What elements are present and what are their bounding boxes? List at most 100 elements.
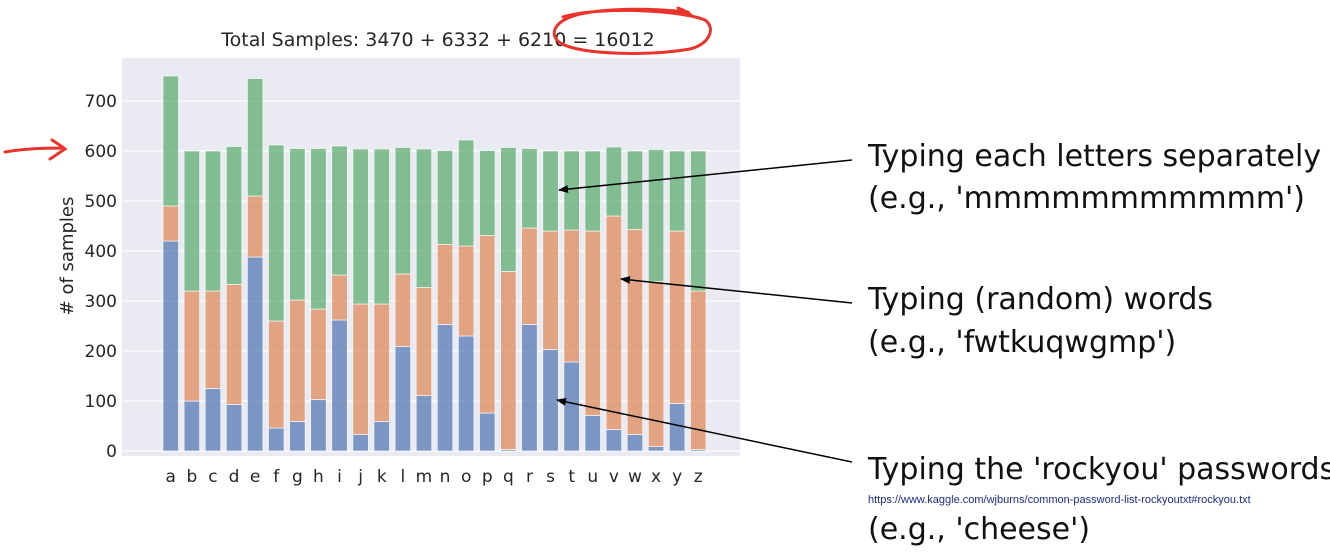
bar-blue-s (542, 349, 559, 452)
bar-green-f (268, 144, 285, 322)
bar-green-t (563, 150, 580, 231)
bar-orange-v (605, 215, 622, 430)
x-tick-label: g (292, 467, 303, 487)
y-tick-label: 700 (85, 92, 117, 112)
bar-orange-b (183, 290, 200, 402)
bar-orange-u (584, 230, 601, 416)
x-tick-label: o (461, 467, 471, 487)
bar-green-r (521, 148, 538, 229)
x-tick-label: l (400, 467, 405, 487)
bar-orange-i (331, 274, 348, 321)
annotation-words-title: Typing (random) words (868, 282, 1214, 317)
bar-blue-e (247, 256, 264, 452)
bar-orange-h (310, 308, 327, 400)
bar-orange-d (226, 284, 243, 405)
bar-orange-r (521, 227, 538, 325)
bar-orange-q (500, 271, 517, 450)
bar-green-o (458, 139, 475, 247)
x-tick-label: z (694, 467, 703, 487)
bar-green-p (479, 150, 496, 236)
y-tick-label: 400 (85, 242, 117, 262)
bar-blue-u (584, 415, 601, 452)
bar-orange-g (289, 299, 306, 422)
bar-blue-w (626, 434, 644, 452)
bar-orange-m (415, 287, 433, 396)
x-tick-label: a (166, 467, 176, 487)
annotation-words-example: (e.g., 'fwtkuqwgmp') (868, 325, 1177, 360)
bar-green-e (247, 78, 264, 197)
x-tick-label: p (482, 467, 493, 487)
bar-green-d (226, 146, 243, 285)
bar-green-b (183, 150, 200, 292)
y-axis-label: # of samples (57, 197, 78, 316)
bar-blue-p (479, 412, 496, 452)
x-tick-label: d (229, 467, 240, 487)
bar-orange-t (563, 229, 580, 363)
bar-orange-l (394, 273, 411, 347)
y-tick-label: 300 (85, 292, 117, 312)
bar-orange-s (542, 230, 559, 350)
bar-green-j (352, 148, 369, 305)
bar-green-s (542, 150, 559, 232)
bar-green-l (394, 147, 411, 275)
x-tick-label: x (651, 467, 661, 487)
y-tick-labels: 0 100 200 300 400 500 600 700 (85, 92, 117, 462)
bar-green-x (647, 149, 665, 282)
x-tick-label: t (568, 467, 575, 487)
x-tick-label: v (609, 467, 619, 487)
bar-orange-a (162, 205, 179, 242)
bar-blue-v (605, 429, 622, 452)
bar-blue-h (310, 399, 327, 452)
bar-blue-a (162, 240, 179, 452)
bar-blue-m (415, 395, 433, 452)
bar-blue-i (331, 319, 348, 452)
annotation-rockyou-example: (e.g., 'cheese') (868, 512, 1091, 547)
x-tick-label: q (503, 467, 514, 487)
bar-green-a (162, 75, 179, 207)
x-tick-label: m (416, 467, 433, 487)
x-tick-label: u (587, 467, 598, 487)
x-tick-label: r (526, 467, 533, 487)
bar-blue-r (521, 324, 538, 452)
bar-orange-c (204, 290, 221, 389)
bar-green-u (584, 150, 601, 232)
bar-orange-w (626, 229, 644, 435)
bar-orange-f (268, 320, 285, 429)
arrow-separately (558, 159, 853, 194)
bar-orange-y (669, 230, 686, 404)
x-tick-label: n (440, 467, 451, 487)
arrow-rockyou (556, 397, 853, 463)
chart-title: Total Samples: 3470 + 6332 + 6210 = 1601… (220, 29, 655, 51)
bar-blue-l (394, 346, 411, 452)
bar-blue-d (226, 404, 243, 452)
y-tick-label: 100 (85, 392, 117, 412)
bar-blue-t (563, 361, 580, 452)
bar-orange-j (352, 303, 369, 435)
bar-blue-g (289, 421, 306, 452)
x-tick-label: k (377, 467, 387, 487)
red-circle-highlight (552, 6, 712, 55)
bar-orange-z (690, 290, 707, 450)
bar-green-n (436, 150, 454, 245)
bar-blue-j (352, 434, 369, 452)
x-tick-label: f (273, 467, 280, 487)
bar-green-v (605, 146, 622, 217)
bar-green-i (331, 145, 348, 276)
x-tick-label: j (357, 467, 363, 487)
bar-blue-n (436, 324, 454, 452)
bar-blue-f (268, 427, 285, 452)
bar-green-c (204, 150, 221, 292)
bar-blue-b (183, 400, 200, 452)
x-tick-label: h (313, 467, 324, 487)
bar-green-m (415, 148, 433, 288)
bar-blue-y (669, 403, 686, 452)
x-tick-label: b (186, 467, 197, 487)
rockyou-source-link[interactable]: https://www.kaggle.com/wjburns/common-pa… (868, 494, 1251, 506)
y-tick-label: 500 (85, 192, 117, 212)
red-arrow-marker (3, 138, 68, 161)
bar-orange-p (479, 235, 496, 414)
bar-orange-k (373, 303, 390, 422)
x-tick-label: i (337, 467, 342, 487)
